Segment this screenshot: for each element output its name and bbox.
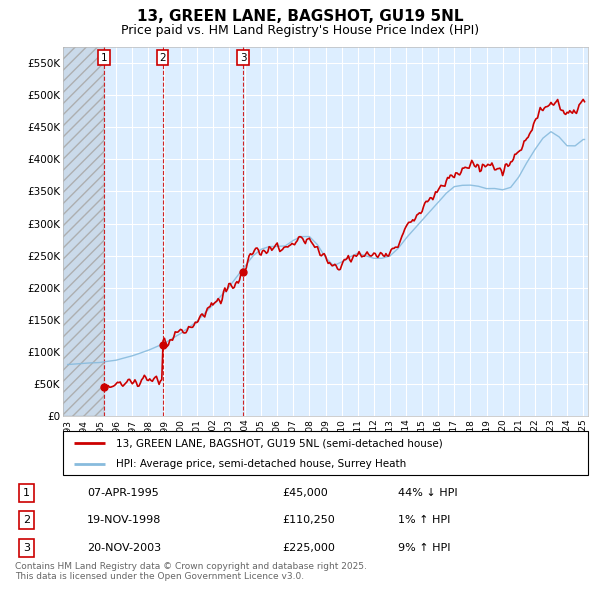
Text: 1% ↑ HPI: 1% ↑ HPI: [398, 515, 450, 525]
Text: £45,000: £45,000: [283, 489, 328, 499]
Text: 2: 2: [23, 515, 30, 525]
Text: 20-NOV-2003: 20-NOV-2003: [87, 543, 161, 553]
Text: 9% ↑ HPI: 9% ↑ HPI: [398, 543, 451, 553]
Text: 44% ↓ HPI: 44% ↓ HPI: [398, 489, 458, 499]
Text: 3: 3: [23, 543, 30, 553]
Text: 3: 3: [240, 53, 247, 63]
Text: 19-NOV-1998: 19-NOV-1998: [87, 515, 161, 525]
Bar: [63, 47, 104, 416]
Text: 13, GREEN LANE, BAGSHOT, GU19 5NL: 13, GREEN LANE, BAGSHOT, GU19 5NL: [137, 9, 463, 24]
Text: £110,250: £110,250: [283, 515, 335, 525]
Text: Price paid vs. HM Land Registry's House Price Index (HPI): Price paid vs. HM Land Registry's House …: [121, 24, 479, 37]
Text: 1: 1: [101, 53, 108, 63]
Text: 07-APR-1995: 07-APR-1995: [87, 489, 158, 499]
Text: 13, GREEN LANE, BAGSHOT, GU19 5NL (semi-detached house): 13, GREEN LANE, BAGSHOT, GU19 5NL (semi-…: [115, 438, 442, 448]
Text: 1: 1: [23, 489, 30, 499]
Text: Contains HM Land Registry data © Crown copyright and database right 2025.
This d: Contains HM Land Registry data © Crown c…: [15, 562, 367, 581]
Text: 2: 2: [159, 53, 166, 63]
Text: HPI: Average price, semi-detached house, Surrey Heath: HPI: Average price, semi-detached house,…: [115, 459, 406, 469]
Text: £225,000: £225,000: [283, 543, 335, 553]
